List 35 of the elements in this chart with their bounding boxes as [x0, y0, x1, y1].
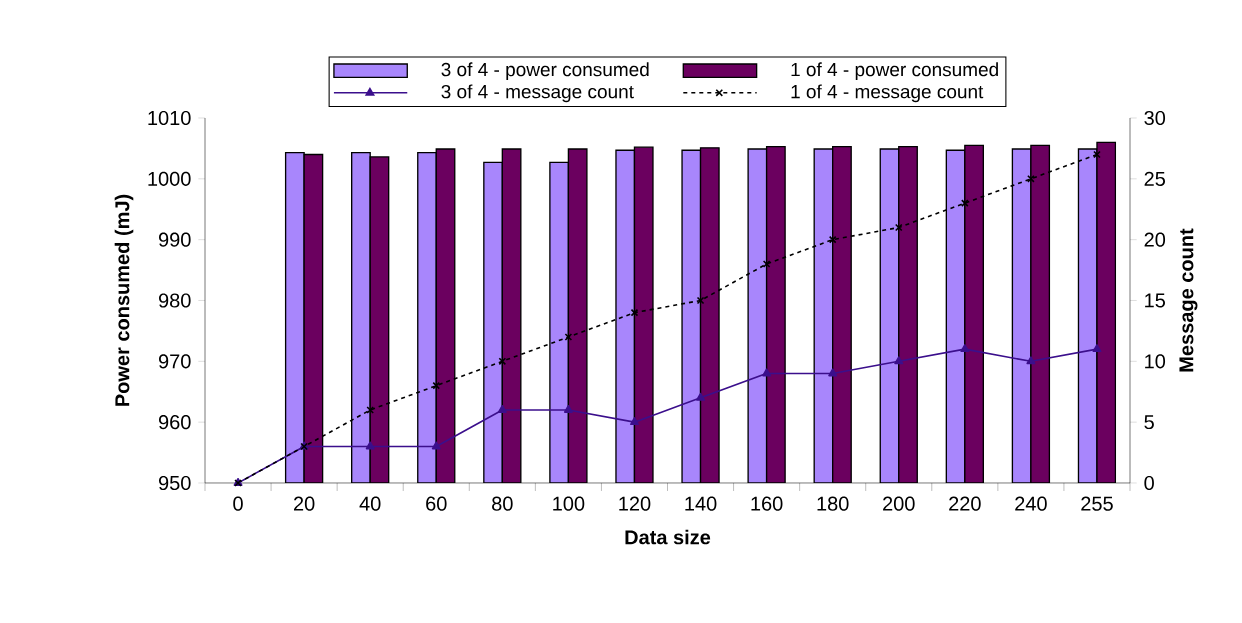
x-tick-label: 180 — [817, 496, 849, 511]
y-tick-label: 960 — [158, 415, 191, 430]
y2-tick-label: 25 — [1144, 171, 1166, 186]
x-tick-label: 120 — [619, 496, 651, 511]
x-tick-label: 60 — [426, 496, 447, 511]
legend-label: 1 of 4 - message count — [791, 84, 984, 103]
y2-tick-label: 30 — [1144, 110, 1166, 126]
x-tick-label: 80 — [492, 496, 513, 511]
legend-label: 3 of 4 - power consumed — [441, 62, 649, 81]
legend-label: 3 of 4 - message count — [441, 84, 634, 103]
y2-tick-label: 10 — [1145, 354, 1166, 369]
y-tick-label: 980 — [158, 293, 191, 308]
x-tick-label: 220 — [949, 496, 981, 511]
y-tick-label: 1010 — [148, 110, 191, 126]
x-tick-label: 140 — [685, 496, 717, 511]
x-tick-label: 160 — [751, 496, 783, 511]
y-tick-label: 990 — [158, 232, 191, 247]
x-axis-title: Data size — [625, 529, 711, 545]
x-tick-label: 240 — [1015, 496, 1047, 511]
y2-axis-title: Message count — [1179, 228, 1198, 372]
x-tick-label: 255 — [1081, 496, 1113, 511]
x-tick-label: 100 — [553, 496, 585, 511]
y-tick-label: 970 — [158, 354, 191, 369]
legend-label: 1 of 4 - power consumed — [791, 62, 998, 81]
x-tick-label: 200 — [883, 496, 915, 511]
y-tick-label: 1000 — [148, 171, 191, 186]
y2-tick-label: 5 — [1144, 415, 1154, 430]
y2-tick-label: 15 — [1145, 293, 1166, 308]
y-tick-label: 950 — [158, 475, 191, 491]
y2-tick-label: 20 — [1144, 232, 1166, 247]
y-axis-title: Power consumed (mJ) — [114, 194, 134, 406]
x-tick-label: 40 — [359, 496, 381, 511]
y2-tick-label: 0 — [1144, 475, 1154, 491]
x-tick-label: 0 — [233, 496, 243, 511]
x-tick-label: 20 — [294, 496, 315, 511]
